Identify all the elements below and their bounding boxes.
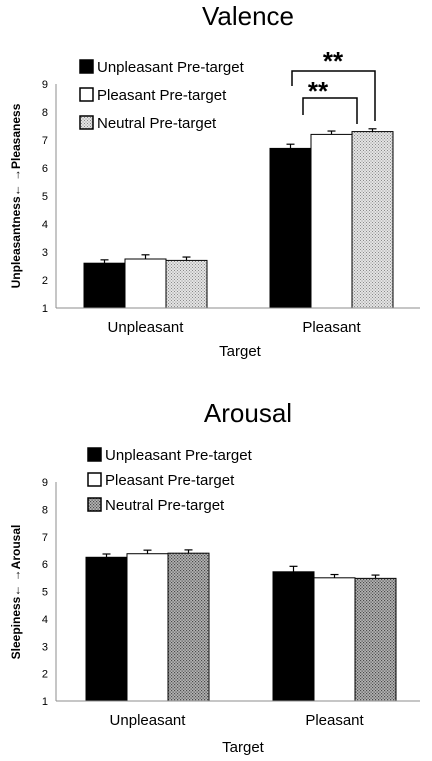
y-tick-labels: 1 2 3 4 5 6 7 8 9: [42, 79, 48, 315]
bar: [313, 577, 356, 702]
legend-label: Neutral Pre-target: [97, 115, 217, 132]
valence-panel: Valence Unpleasantness← →Pleasaness Targ…: [9, 1, 420, 360]
chart-title: Arousal: [204, 398, 292, 428]
x-tick-label: Pleasant: [302, 319, 361, 336]
y-tick-label: 2: [42, 669, 48, 681]
bar: [167, 552, 210, 702]
bar-marks: [85, 552, 397, 702]
x-tick-label: Unpleasant: [108, 319, 185, 336]
x-tick-label: Unpleasant: [110, 712, 187, 729]
y-tick-label: 8: [42, 107, 48, 119]
significance-bracket-outer: [291, 70, 376, 121]
bar: [354, 577, 397, 702]
significance-bracket-inner: [302, 97, 358, 124]
bar: [272, 571, 315, 702]
y-tick-label: 3: [42, 641, 48, 653]
legend: Unpleasant Pre-target Pleasant Pre-target…: [79, 59, 245, 132]
x-axis-label: Target: [222, 739, 265, 756]
chart-title: Valence: [202, 1, 294, 31]
legend-swatch: [87, 497, 102, 512]
legend-swatch: [79, 87, 94, 102]
bar: [165, 259, 208, 309]
legend-label: Pleasant Pre-target: [105, 472, 235, 489]
arousal-panel: Arousal Sleepiness← →Arousal Target 1 2 3 4…: [9, 398, 420, 756]
significance-marker-inner: **: [308, 76, 329, 106]
y-tick-label: 7: [42, 135, 48, 147]
y-tick-label: 8: [42, 504, 48, 516]
y-tick-label: 5: [42, 191, 48, 203]
legend-label: Pleasant Pre-target: [97, 87, 227, 104]
y-tick-label: 1: [42, 696, 48, 708]
y-tick-label: 3: [42, 247, 48, 259]
legend-swatch: [87, 447, 102, 462]
y-tick-labels: 1 2 3 4 5 6 7 8 9: [42, 477, 48, 708]
bar: [310, 133, 353, 309]
legend-label: Unpleasant Pre-target: [105, 447, 253, 464]
legend-swatch: [79, 59, 94, 74]
y-tick-label: 6: [42, 559, 48, 571]
y-tick-label: 4: [42, 614, 48, 626]
x-tick-labels: Unpleasant Pleasant: [108, 319, 362, 336]
y-axis-label: Unpleasantness← →Pleasaness: [9, 103, 23, 288]
y-tick-label: 1: [42, 303, 48, 315]
legend-swatch: [79, 115, 94, 130]
legend: Unpleasant Pre-target Pleasant Pre-target…: [87, 447, 253, 514]
x-tick-label: Pleasant: [305, 712, 364, 729]
bar: [351, 131, 394, 309]
y-tick-label: 9: [42, 477, 48, 489]
bar: [83, 262, 126, 309]
legend-label: Unpleasant Pre-target: [97, 59, 245, 76]
y-tick-label: 4: [42, 219, 48, 231]
legend-swatch: [87, 472, 102, 487]
y-tick-label: 9: [42, 79, 48, 91]
y-axis-label: Sleepiness← →Arousal: [9, 525, 23, 660]
y-tick-label: 5: [42, 587, 48, 599]
legend-label: Neutral Pre-target: [105, 497, 225, 514]
y-tick-label: 7: [42, 532, 48, 544]
significance-marker-outer: **: [323, 46, 344, 76]
x-axis-label: Target: [219, 343, 262, 360]
bar-marks: [83, 131, 394, 309]
bar: [126, 553, 169, 702]
y-tick-label: 6: [42, 163, 48, 175]
bar: [124, 258, 167, 309]
error-bars: [100, 128, 377, 264]
bar: [269, 147, 312, 309]
bar: [85, 556, 128, 702]
y-tick-label: 2: [42, 275, 48, 287]
error-bars: [102, 549, 380, 579]
x-tick-labels: Unpleasant Pleasant: [110, 712, 365, 729]
